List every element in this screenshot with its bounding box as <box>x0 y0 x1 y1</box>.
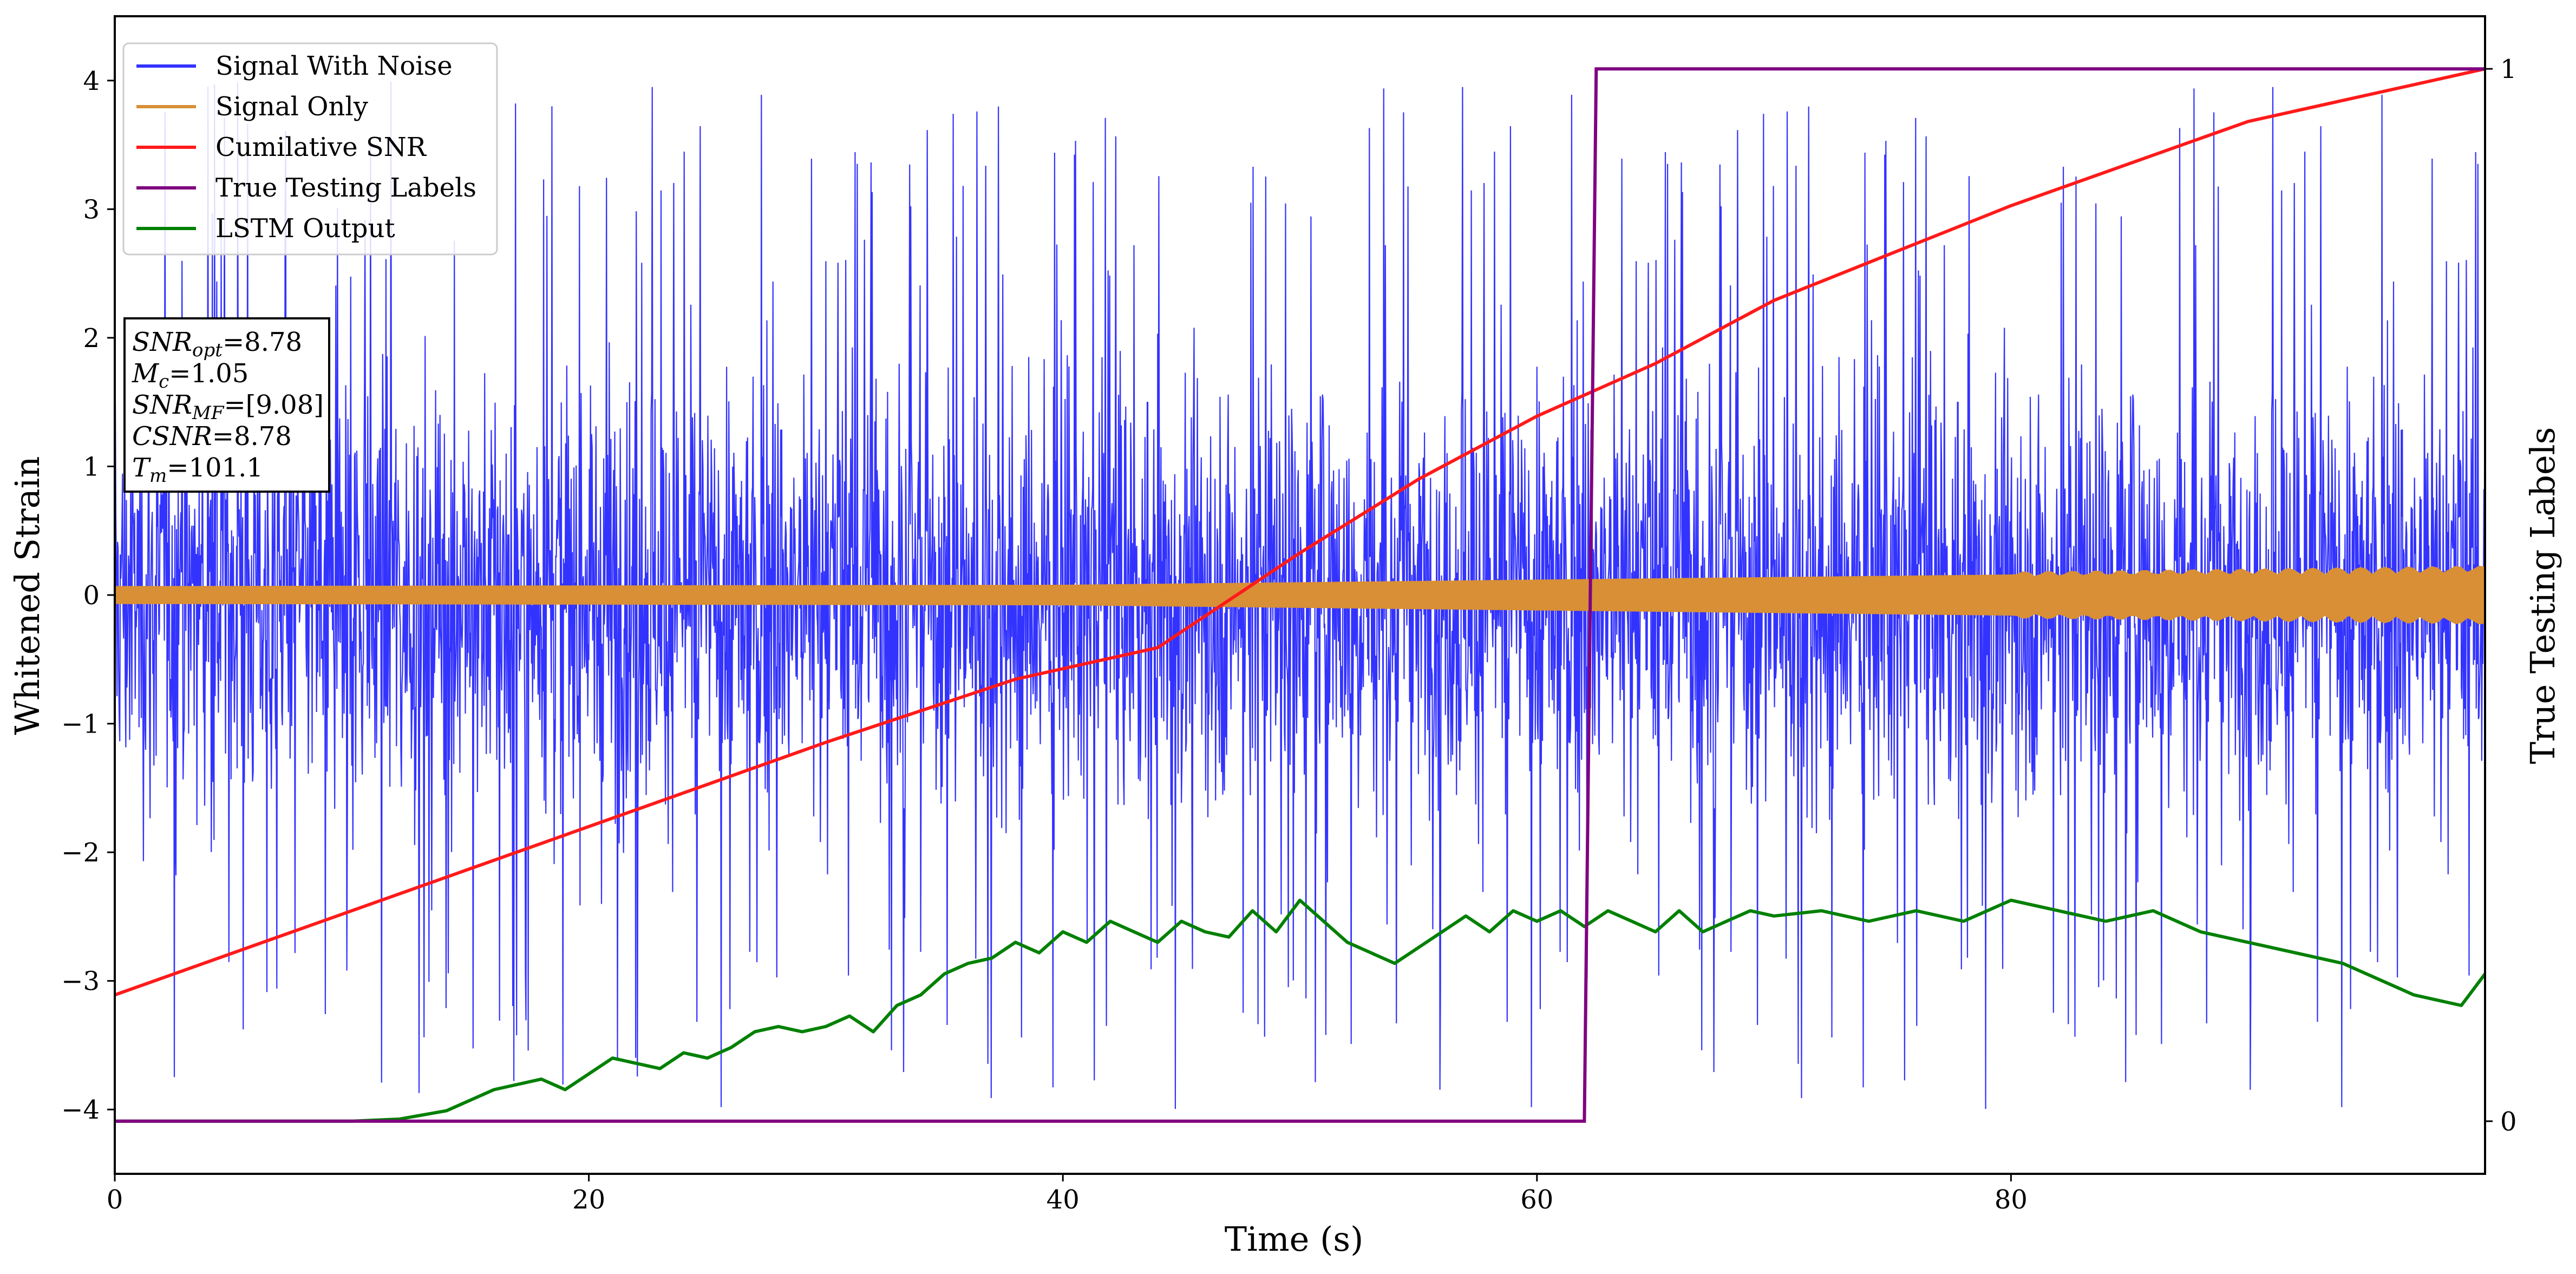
x-axis-title: Time (s) <box>1225 1219 1364 1259</box>
y-tick-label: 2 <box>83 323 100 354</box>
annotation-line: Tm=101.1 <box>132 453 263 487</box>
annotation-line: Mc=1.05 <box>132 358 249 393</box>
y2-tick-label: 1 <box>2500 54 2517 84</box>
x-axis: 0 20 40 60 80 <box>107 1174 2028 1215</box>
x-tick-label: 60 <box>1520 1185 1553 1215</box>
legend-box <box>122 42 498 256</box>
y-axis-title: Whitened Strain <box>8 456 47 735</box>
y-tick-label: 1 <box>83 452 100 482</box>
y2-tick-label: 0 <box>2500 1107 2517 1137</box>
x-tick-label: 0 <box>107 1185 123 1215</box>
y-axis-right: 01 <box>2485 54 2517 1137</box>
series-signal-only <box>115 565 2485 625</box>
annotation-box: SNRopt=8.78Mc=1.05SNRMF=[9.08]CSNR=8.78T… <box>123 317 330 493</box>
series-true-testing-labels <box>115 67 2485 1123</box>
series-signal-with-noise <box>115 81 2485 1109</box>
x-tick-label: 20 <box>572 1185 605 1215</box>
annotation-line: SNRopt=8.78 <box>132 327 302 361</box>
legend-label-cumilative-snr: Cumilative SNR <box>215 132 427 162</box>
annotation-line: SNRMF=[9.08] <box>132 390 324 424</box>
x-tick-label: 80 <box>1995 1185 2028 1215</box>
x-tick-label: 40 <box>1047 1185 1080 1215</box>
y-tick-label: −4 <box>61 1095 100 1125</box>
annotation-line: CSNR=8.78 <box>132 421 292 452</box>
y-tick-label: −2 <box>61 838 100 868</box>
annotation-frame <box>123 317 330 493</box>
legend-label-signal-only: Signal Only <box>215 92 368 122</box>
y-tick-label: −1 <box>61 709 100 740</box>
y2-axis-title: True Testing Labels <box>2523 427 2562 765</box>
y-tick-label: 3 <box>83 194 100 225</box>
legend-label-signal-with-noise: Signal With Noise <box>215 51 453 81</box>
y-tick-label: 4 <box>83 66 100 96</box>
series-cumilative-snr <box>115 67 2485 997</box>
y-axis-left: −4 −3 −2 −1 0 1 2 3 4 <box>61 66 115 1125</box>
legend: Signal With Noise Signal Only Cumilative S… <box>122 42 498 256</box>
series-lstm-output <box>115 898 2485 1123</box>
y-tick-label: 0 <box>83 580 100 611</box>
legend-label-lstm-output: LSTM Output <box>215 213 395 244</box>
y-tick-label: −3 <box>61 966 100 997</box>
plot-area <box>115 67 2485 1123</box>
legend-label-true-testing-labels: True Testing Labels <box>215 173 476 203</box>
